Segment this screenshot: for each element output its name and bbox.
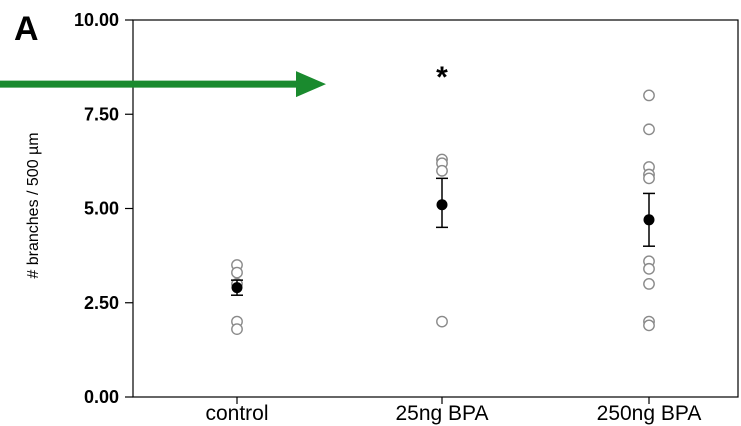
y-tick-label: 7.50 (84, 104, 119, 124)
x-tick-label: 250ng BPA (597, 402, 702, 425)
y-tick-label: 10.00 (74, 10, 119, 30)
data-point (231, 266, 243, 279)
mean-marker (436, 199, 448, 211)
plot-area: 0.00 2.50 5.00 7.50 10.00 control 25ng BPA 250n… (0, 10, 739, 425)
data-point (436, 164, 448, 177)
mean-marker (643, 214, 655, 226)
arrow-head (296, 71, 326, 98)
data-point (643, 262, 655, 275)
y-tick-label: 5.00 (84, 199, 119, 219)
y-tick-label: 2.50 (84, 293, 119, 313)
data-point (231, 323, 243, 336)
data-point (643, 89, 655, 102)
significance-star: * (436, 61, 448, 94)
x-tick-label: control (205, 402, 268, 425)
y-axis-label: # branches / 500 µm (25, 132, 42, 278)
data-point (436, 315, 448, 328)
data-point (643, 319, 655, 332)
data-point (643, 277, 655, 290)
y-tick-label: 0.00 (84, 387, 119, 407)
mean-marker (231, 282, 243, 294)
data-point (643, 123, 655, 136)
x-tick-label: 25ng BPA (395, 402, 488, 425)
data-point (643, 172, 655, 185)
panel-label: A (14, 10, 39, 48)
